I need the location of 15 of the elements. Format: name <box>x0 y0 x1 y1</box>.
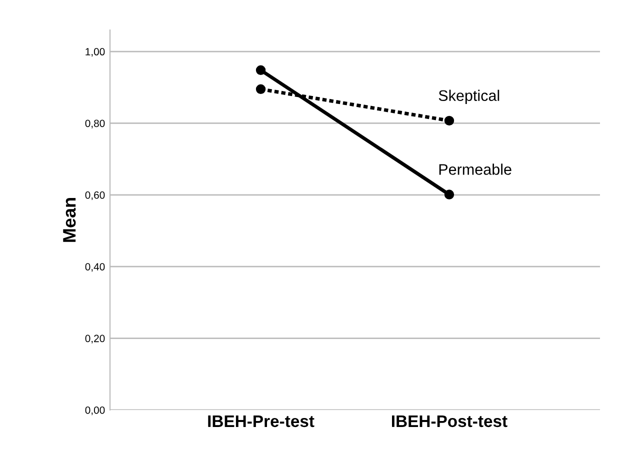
point <box>444 116 454 126</box>
point <box>256 65 266 76</box>
y-tick-label: 0,40 <box>85 263 105 272</box>
point <box>444 190 454 200</box>
y-tick-label: 0,60 <box>85 191 105 200</box>
x-tick-label: IBEH-Pre-test <box>208 415 314 428</box>
series-label: Skeptical <box>438 90 500 104</box>
series-label: Permeable <box>439 164 512 175</box>
y-tick-label: 1,00 <box>86 48 105 57</box>
y-tick-label: 0,80 <box>85 120 105 128</box>
point <box>256 84 266 94</box>
y-axis-title: Mean <box>63 198 76 242</box>
y-tick-label: 0,20 <box>85 334 105 344</box>
y-tick-label: 0,00 <box>85 406 105 416</box>
x-tick-label: IBEH-Post-test <box>392 415 508 428</box>
